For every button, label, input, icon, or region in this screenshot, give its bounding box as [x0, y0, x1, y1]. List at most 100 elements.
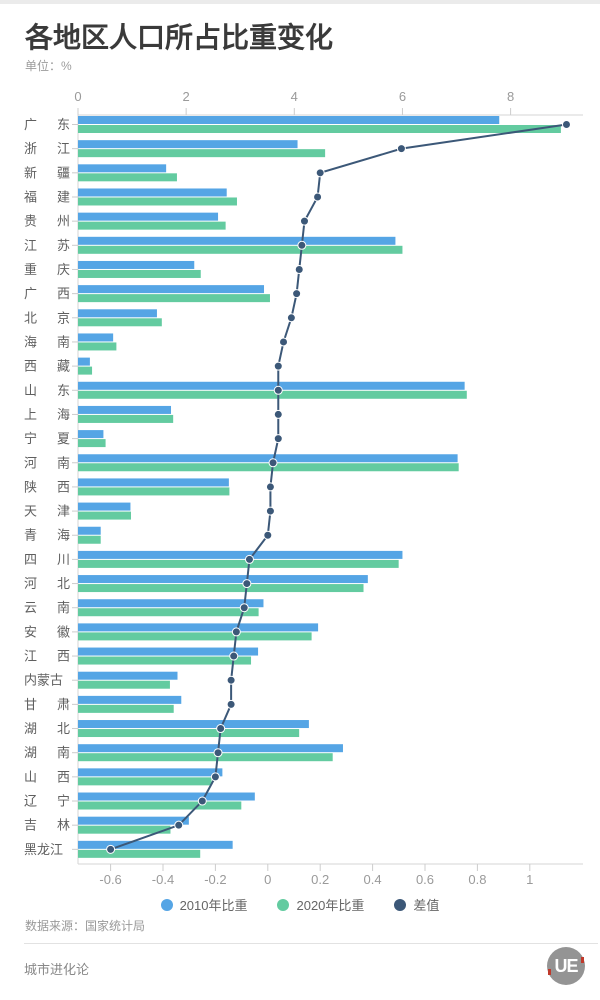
bar-2010 [78, 816, 189, 825]
diff-dot [231, 627, 241, 637]
category-label: 青海 [24, 528, 70, 543]
bar-2010 [78, 526, 101, 535]
category-label: 黑龙江 [24, 842, 63, 857]
bar-2010 [78, 671, 178, 680]
bar-2010 [78, 792, 255, 801]
diff-dot [273, 434, 283, 444]
bar-2010 [78, 236, 396, 245]
bar-2020 [78, 632, 312, 641]
category-label: 西藏 [24, 359, 70, 374]
bar-2020 [78, 197, 237, 206]
top-axis-tick-label: 2 [183, 89, 190, 104]
category-label: 贵州 [24, 214, 70, 229]
legend-label-2010: 2010年比重 [179, 898, 248, 913]
bar-2020 [78, 680, 170, 689]
diff-dot [268, 458, 278, 468]
bottom-axis-tick-label: -0.2 [204, 872, 226, 887]
bar-2020 [78, 245, 403, 254]
bottom-axis-tick-label: 1 [526, 872, 533, 887]
bar-2010 [78, 647, 259, 656]
category-label: 山东 [24, 383, 70, 398]
category-label: 陕西 [24, 479, 70, 494]
bar-2010 [78, 405, 172, 414]
bar-2020 [78, 221, 226, 230]
bar-2010 [78, 430, 104, 439]
bar-2010 [78, 478, 229, 487]
brand-logo-text: UE [554, 955, 578, 976]
bar-2010 [78, 599, 264, 608]
diff-dot [265, 506, 275, 516]
bar-2010 [78, 623, 319, 632]
diff-dot [106, 844, 116, 854]
bar-2010 [78, 188, 227, 197]
diff-dot [263, 530, 273, 540]
bar-2020 [78, 535, 101, 544]
bar-2010 [78, 720, 309, 729]
legend-dot-2010-icon [160, 898, 173, 911]
diff-dot [210, 772, 220, 782]
legend: 2010年比重 2020年比重 差值 [0, 895, 600, 914]
top-axis-tick-label: 6 [399, 89, 406, 104]
diff-dot [174, 820, 184, 830]
diff-dot [226, 699, 236, 709]
bar-2020 [78, 801, 242, 810]
brand-name: 城市进化论 [24, 962, 90, 977]
category-label: 福建 [24, 189, 70, 204]
bottom-axis-tick-label: 0.8 [468, 872, 486, 887]
bar-2020 [78, 559, 399, 568]
diff-dot [229, 651, 239, 661]
data-source: 数据来源：国家统计局 [25, 919, 146, 933]
bar-2020 [78, 849, 201, 858]
bar-2010 [78, 164, 167, 173]
bar-2010 [78, 140, 298, 149]
bar-2020 [78, 390, 467, 399]
bar-2010 [78, 695, 182, 704]
category-label: 重庆 [24, 262, 70, 277]
diff-dot [213, 748, 223, 758]
category-label: 天津 [24, 504, 70, 519]
bar-2020 [78, 149, 326, 158]
diff-dot [292, 289, 302, 299]
bottom-axis-tick-label: -0.6 [99, 872, 121, 887]
legend-item-diff: 差值 [394, 895, 439, 914]
diff-dot [197, 796, 207, 806]
diff-dot [273, 361, 283, 371]
bar-2020 [78, 825, 171, 834]
diff-line [110, 123, 567, 851]
category-label: 新疆 [24, 165, 70, 180]
legend-dot-2020-icon [277, 898, 290, 911]
bar-2010 [78, 768, 223, 777]
bar-2010 [78, 212, 219, 221]
diff-dot [273, 385, 283, 395]
bar-2020 [78, 753, 333, 762]
diff-dot [561, 120, 571, 129]
category-label: 四川 [24, 552, 70, 567]
bar-2020 [78, 439, 106, 448]
bar-2020 [78, 342, 117, 351]
category-label: 湖北 [24, 721, 70, 736]
category-label: 浙江 [24, 141, 70, 156]
category-label: 上海 [24, 407, 70, 422]
diff-dot [273, 409, 283, 419]
category-label: 山西 [24, 769, 70, 784]
diff-dot [294, 264, 304, 274]
bar-2020 [78, 294, 270, 303]
bar-2010 [78, 575, 368, 584]
bar-2020 [78, 729, 300, 738]
legend-label-diff: 差值 [413, 898, 440, 913]
legend-dot-diff-icon [394, 898, 407, 911]
legend-label-2020: 2020年比重 [296, 898, 365, 913]
category-label: 河北 [24, 576, 70, 591]
diff-dot [286, 313, 296, 323]
bar-2010 [78, 381, 465, 390]
bar-2020 [78, 125, 561, 133]
bar-2020 [78, 584, 364, 593]
unit-label: 单位：% [25, 59, 72, 73]
category-label: 广西 [24, 286, 70, 301]
bottom-axis-tick-label: -0.4 [152, 872, 174, 887]
bar-2020 [78, 656, 252, 665]
category-label: 海南 [24, 334, 70, 349]
bar-2010 [78, 116, 500, 124]
bar-2020 [78, 704, 174, 713]
